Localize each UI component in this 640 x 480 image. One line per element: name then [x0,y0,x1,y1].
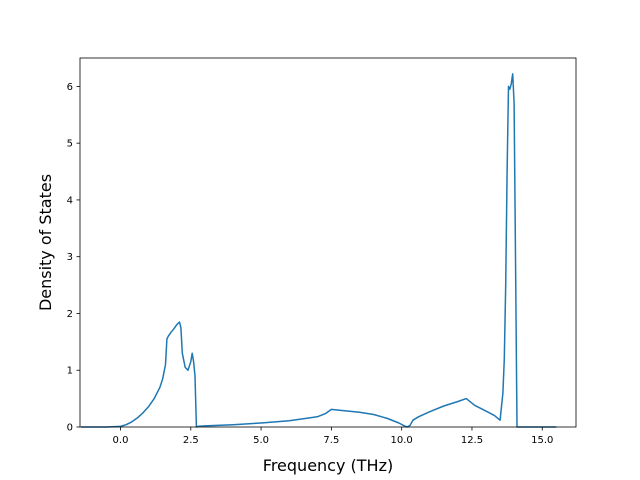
x-axis-label: Frequency (THz) [263,456,393,475]
y-tick-label: 1 [67,366,73,377]
x-tick-label: 12.5 [461,435,483,446]
plot-area [81,73,557,428]
y-tick-label: 3 [67,252,73,263]
x-tick-label: 5.0 [253,435,269,446]
x-tick-label: 0.0 [113,435,129,446]
y-axis-ticks: 0 1 2 3 4 5 6 [67,82,80,434]
x-tick-label: 2.5 [183,435,199,446]
y-axis-label: Density of States [36,174,55,311]
x-tick-label: 7.5 [323,435,339,446]
x-tick-label: 10.0 [391,435,413,446]
x-axis-ticks: 0.0 2.5 5.0 7.5 10.0 12.5 15.0 [113,427,553,446]
y-tick-label: 6 [67,82,73,93]
x-tick-label: 15.0 [531,435,553,446]
y-tick-label: 2 [67,309,73,320]
y-tick-label: 0 [67,423,73,434]
y-tick-label: 4 [67,195,73,206]
y-tick-label: 5 [67,139,73,150]
series-line [81,73,557,428]
axes-frame [79,57,577,428]
